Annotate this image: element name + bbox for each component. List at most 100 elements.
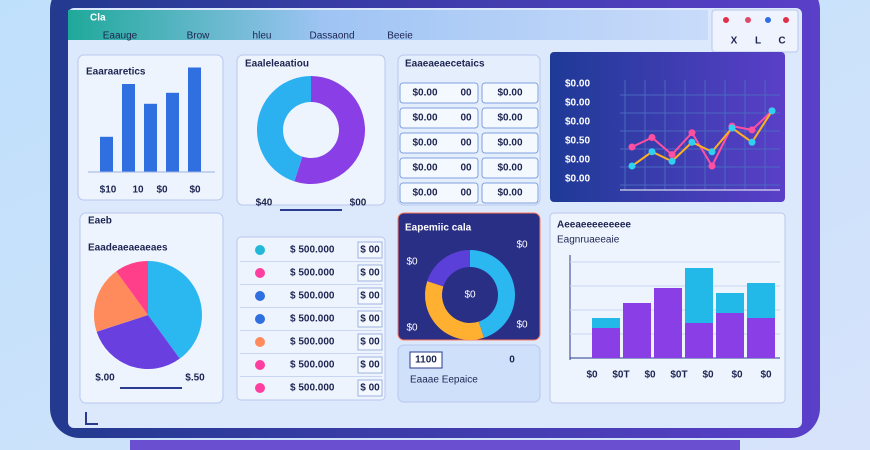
tab[interactable]: Dassaond xyxy=(309,31,354,42)
list-cell xyxy=(357,241,383,259)
table-cell xyxy=(399,82,479,104)
stacked-bar xyxy=(716,293,744,313)
table-text: $0.00 xyxy=(412,113,437,124)
list-value: $ 00 xyxy=(360,245,380,256)
stacked-bar xyxy=(747,318,775,358)
donut-label: $40 xyxy=(256,198,273,209)
panel-title: Eapemiic cala xyxy=(405,223,472,234)
stacked-bar xyxy=(685,268,713,323)
legend-dot xyxy=(255,383,265,393)
table-cell xyxy=(481,82,539,104)
panel-subtitle: Eaadeaeaeaeaes xyxy=(88,243,168,254)
table-text: 00 xyxy=(460,188,472,199)
control-dot xyxy=(783,17,789,23)
tab[interactable]: Brow xyxy=(187,31,211,42)
list-value: $ 00 xyxy=(360,291,380,302)
bar xyxy=(122,84,135,172)
line-point xyxy=(668,151,676,159)
pie-label: $.50 xyxy=(185,373,205,384)
donut-label: $0 xyxy=(406,257,418,268)
panel xyxy=(236,236,386,401)
legend-dot xyxy=(255,291,265,301)
panel-title: Eaaraaretics xyxy=(86,67,146,78)
table-text: $0.00 xyxy=(412,88,437,99)
table-text: $0.00 xyxy=(497,88,522,99)
line-point xyxy=(648,134,656,141)
list-cell xyxy=(357,287,383,305)
window-button[interactable]: X xyxy=(731,36,738,47)
donut-label: $0 xyxy=(516,240,528,251)
control-dot xyxy=(723,17,729,23)
stacked-bar xyxy=(623,303,651,358)
y-label: $0.50 xyxy=(565,136,590,147)
tab[interactable]: Beeie xyxy=(387,31,413,42)
x-label: $0T xyxy=(612,370,629,381)
line xyxy=(631,110,773,167)
y-label: $0.00 xyxy=(565,155,590,166)
tab[interactable]: Eaauge xyxy=(103,31,138,42)
line-point xyxy=(668,157,676,165)
panel-title: Aeeaeeeeeeeee xyxy=(557,220,631,231)
control-dot xyxy=(765,17,771,23)
line-point xyxy=(748,138,756,146)
legend-dot xyxy=(255,268,265,278)
tab[interactable]: hleu xyxy=(253,31,272,42)
stacked-bar xyxy=(685,323,713,358)
list-cell xyxy=(357,310,383,328)
donut-label: $00 xyxy=(350,198,367,209)
bar xyxy=(188,67,201,172)
list-amount: $ 500.000 xyxy=(290,291,335,302)
x-label: $0 xyxy=(760,370,772,381)
summary-value: 1100 xyxy=(415,355,437,366)
line-point xyxy=(688,129,696,137)
table-text: $0.00 xyxy=(412,138,437,149)
legend-dot xyxy=(255,360,265,370)
list-amount: $ 500.000 xyxy=(290,268,335,279)
value-box xyxy=(409,351,443,369)
table-cell xyxy=(481,182,539,204)
slice xyxy=(425,281,484,340)
table-text: 00 xyxy=(460,113,472,124)
list-cell xyxy=(357,264,383,282)
stacked-bar xyxy=(747,283,775,318)
x-label: $0 xyxy=(644,370,656,381)
panel-title: Eaeb xyxy=(88,216,112,227)
window-button[interactable]: L xyxy=(755,36,761,47)
table-text: $0.00 xyxy=(412,163,437,174)
table-cell xyxy=(399,107,479,129)
line-point xyxy=(728,124,736,132)
x-label: $0 xyxy=(702,370,714,381)
list-amount: $ 500.000 xyxy=(290,360,335,371)
list-amount: $ 500.000 xyxy=(290,383,335,394)
stacked-bar xyxy=(716,313,744,358)
legend-dot xyxy=(255,314,265,324)
stacked-bar xyxy=(592,318,620,328)
monitor-stand xyxy=(130,440,740,450)
x-label: $0T xyxy=(670,370,687,381)
y-label: $0.00 xyxy=(565,174,590,185)
table-text: 00 xyxy=(460,163,472,174)
table-text: 00 xyxy=(460,88,472,99)
list-cell xyxy=(357,333,383,351)
window-title: Cla xyxy=(90,13,106,24)
y-label: $0.00 xyxy=(565,98,590,109)
list-value: $ 00 xyxy=(360,268,380,279)
line-point xyxy=(648,148,656,156)
table-text: $0.00 xyxy=(497,188,522,199)
table-text: $0.00 xyxy=(497,138,522,149)
y-label: $0.00 xyxy=(565,79,590,90)
list-value: $ 00 xyxy=(360,360,380,371)
list-value: $ 00 xyxy=(360,337,380,348)
table-cell xyxy=(399,182,479,204)
summary-caption: Eaaae Eepaice xyxy=(410,375,478,386)
legend-dot xyxy=(255,337,265,347)
window-button[interactable]: C xyxy=(778,36,785,47)
line-point xyxy=(708,162,716,170)
panel xyxy=(550,52,785,202)
stacked-bar xyxy=(592,328,620,358)
bar xyxy=(166,92,179,172)
bar-label: $10 xyxy=(100,185,117,196)
bar-label: 10 xyxy=(132,185,144,196)
donut-center: $0 xyxy=(464,290,476,301)
slice xyxy=(294,76,366,185)
